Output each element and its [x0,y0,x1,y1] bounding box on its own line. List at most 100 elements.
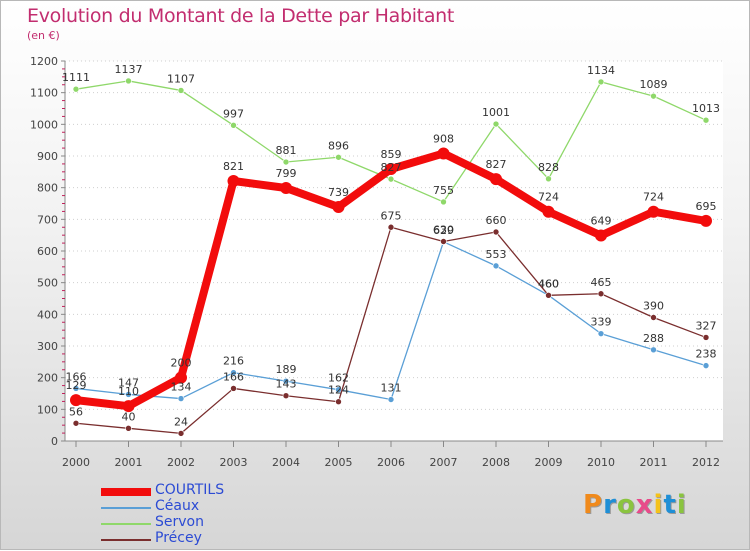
data-point [597,78,605,86]
logo-letter: i [676,490,687,520]
data-label: 881 [276,144,297,157]
data-point [492,228,500,236]
data-label: 24 [174,415,188,428]
data-label: 1001 [482,106,510,119]
data-point [177,430,185,437]
data-point [597,330,605,337]
data-point [335,398,342,406]
data-label: 460 [538,277,559,290]
data-point [332,200,345,213]
data-point [702,116,710,124]
legend-swatch [101,523,151,525]
data-point [545,292,552,299]
data-label: 1013 [692,102,720,115]
y-tick-label: 1000 [30,118,58,131]
data-point [72,385,80,392]
data-point [647,205,660,218]
series-lines [70,77,712,437]
data-point [387,175,395,183]
data-point [385,162,397,175]
data-label: 162 [328,372,349,385]
data-label: 216 [223,355,244,368]
data-point [702,334,710,341]
data-point [595,229,607,242]
proxiti-logo: Proxiti [583,490,687,520]
x-tick-label: 2001 [115,456,143,469]
legend-label: Servon [155,514,204,530]
data-label: 1111 [62,71,90,84]
data-point [175,371,187,384]
data-label: 755 [433,184,454,197]
data-point [335,153,342,161]
data-point [282,392,290,400]
x-tick-label: 2012 [692,456,720,469]
data-point [650,346,657,354]
data-label: 695 [696,200,717,213]
data-point [542,205,555,218]
x-tick-label: 2002 [167,456,195,469]
legend-swatch [101,539,151,541]
data-label: 143 [276,378,297,391]
data-label: 166 [66,370,87,383]
x-tick-label: 2007 [430,456,458,469]
data-label: 124 [328,384,349,397]
data-point [650,92,657,100]
logo-letter: o [616,490,636,520]
legend-label: Céaux [155,498,200,514]
data-point [125,77,132,85]
data-label: 799 [276,167,297,180]
data-label: 238 [696,348,717,361]
data-point [125,425,132,432]
data-label: 339 [591,316,612,329]
data-label: 390 [643,300,664,313]
y-tick-label: 400 [37,308,58,321]
data-label: 1137 [115,63,143,76]
data-label: 147 [118,376,139,389]
data-label: 288 [643,332,664,345]
data-label: 724 [538,191,559,204]
legend-item: Précey [101,530,281,548]
data-label: 134 [171,381,192,394]
data-label: 821 [223,160,244,173]
y-tick-label: 1100 [30,87,58,100]
data-point [490,173,502,186]
data-point [177,87,185,94]
x-tick-label: 2005 [325,456,353,469]
data-point [125,391,132,398]
y-tick-label: 800 [37,182,58,195]
data-label: 724 [643,191,664,204]
data-label: 675 [381,209,402,222]
data-label: 131 [381,382,402,395]
legend-label: COURTILS [155,482,225,498]
data-label: 166 [223,370,244,383]
data-point [492,262,500,270]
x-tick-label: 2011 [640,456,668,469]
data-label: 827 [486,158,507,171]
data-point [700,214,712,227]
data-point [70,394,82,407]
chart-subtitle: (en €) [27,29,60,42]
x-tick-label: 2008 [482,456,510,469]
data-point [440,198,447,206]
y-tick-label: 900 [37,150,58,163]
data-label: 859 [381,148,402,161]
data-label: 649 [591,214,612,227]
logo-letter: x [635,490,654,520]
y-axis-ticks: 0 100 200 300 400 500 600 700 800 900 1000 1100 1200 [30,55,65,448]
data-label: 739 [328,186,349,199]
data-label: 327 [696,319,717,332]
data-point [387,396,395,403]
data-label: 1089 [640,78,668,91]
x-tick-label: 2006 [377,456,405,469]
data-point [280,181,292,194]
logo-letter: P [583,490,604,520]
y-tick-label: 500 [37,277,58,290]
legend-item: Servon [101,514,281,532]
y-tick-label: 300 [37,340,58,353]
y-tick-label: 0 [51,435,58,448]
data-label: 56 [69,405,83,418]
logo-letter: r [603,490,617,520]
logo-letter: i [653,490,664,520]
